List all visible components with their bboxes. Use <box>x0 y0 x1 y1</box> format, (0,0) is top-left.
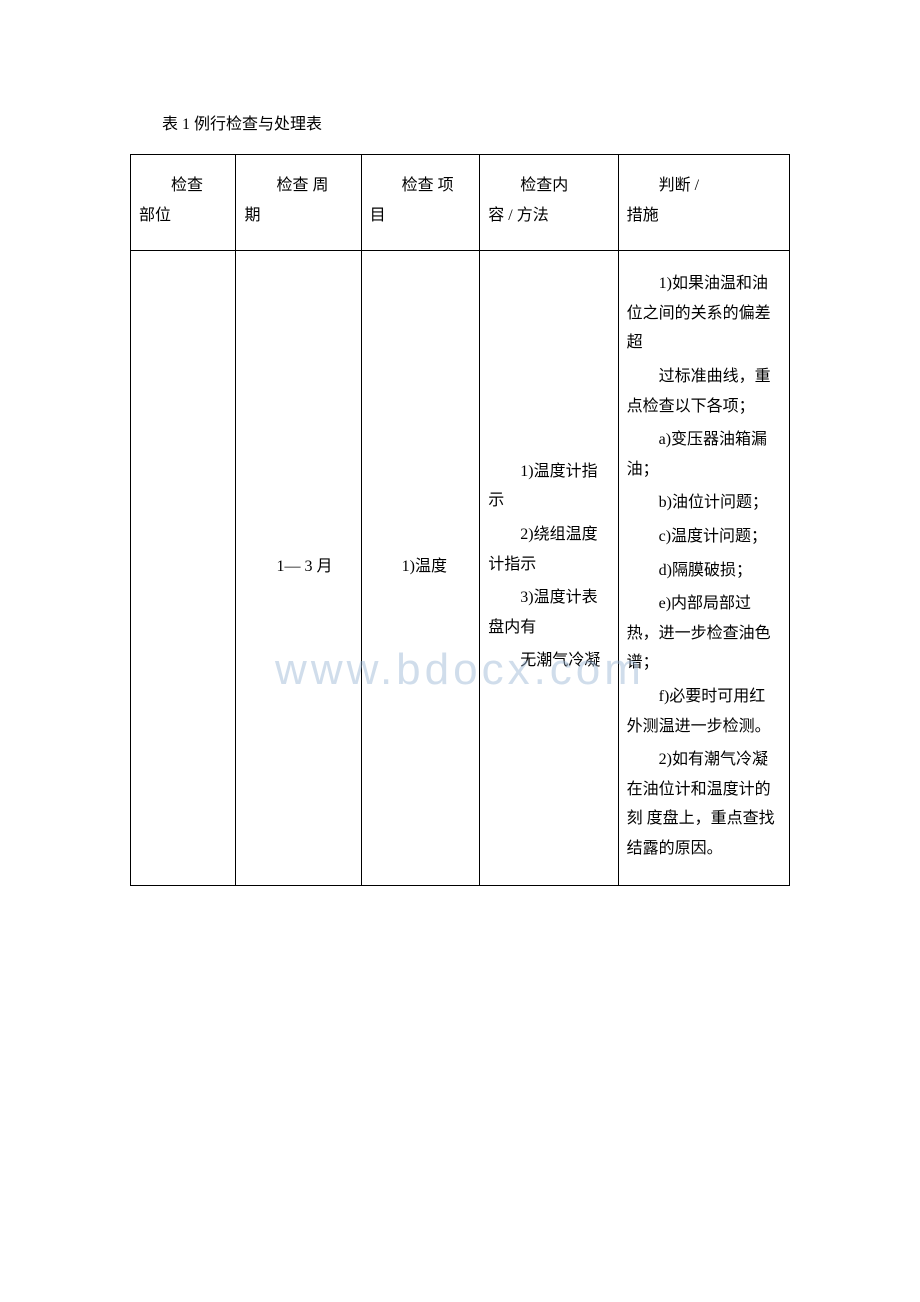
cell-text: 1)如果油温和油位之间的关系的偏差超 <box>627 269 781 358</box>
cell-text: 2)绕组温度计指示 <box>488 520 609 579</box>
cell-text: f)必要时可用红外测温进一步检测。 <box>627 682 781 741</box>
cell-text: 3)温度计表盘内有 <box>488 583 609 642</box>
header-text: 措施 <box>627 201 781 231</box>
cell-action: 1)如果油温和油位之间的关系的偏差超 过标准曲线，重点检查以下各项； a)变压器… <box>618 251 789 886</box>
table-row: 1— 3 月 1)温度 1)温度计指示 2)绕组温度计指示 3)温度计表盘内有 … <box>131 251 790 886</box>
cell-part <box>131 251 236 886</box>
cell-text: 1— 3 月 <box>244 552 352 582</box>
cell-text: e)内部局部过热，进一步检查油色谱； <box>627 589 781 678</box>
table-title: 表 1 例行检查与处理表 <box>130 110 790 134</box>
cell-text: b)油位计问题； <box>627 488 781 518</box>
header-text: 期 <box>244 201 352 231</box>
cell-text: 1)温度 <box>370 552 472 582</box>
header-item: 检查 项 目 <box>361 155 480 251</box>
header-content: 检查内 容 / 方法 <box>480 155 618 251</box>
header-part: 检查 部位 <box>131 155 236 251</box>
header-period: 检查 周 期 <box>236 155 361 251</box>
inspection-table: 检查 部位 检查 周 期 检查 项 目 检查内 容 / 方法 判断 / 措施 1… <box>130 154 790 886</box>
cell-text: 无潮气冷凝 <box>488 646 609 676</box>
header-text: 容 / 方法 <box>488 201 609 231</box>
header-text: 检查 周 <box>244 171 352 201</box>
header-text: 检查 项 <box>370 171 472 201</box>
header-text: 检查 <box>139 171 227 201</box>
cell-item: 1)温度 <box>361 251 480 886</box>
header-text: 检查内 <box>488 171 609 201</box>
header-action: 判断 / 措施 <box>618 155 789 251</box>
cell-period: 1— 3 月 <box>236 251 361 886</box>
table-header-row: 检查 部位 检查 周 期 检查 项 目 检查内 容 / 方法 判断 / 措施 <box>131 155 790 251</box>
header-text: 部位 <box>139 201 227 231</box>
cell-text: a)变压器油箱漏油； <box>627 425 781 484</box>
cell-text: 过标准曲线，重点检查以下各项； <box>627 362 781 421</box>
cell-text: 2)如有潮气冷凝在油位计和温度计的刻 度盘上，重点查找结露的原因。 <box>627 745 781 863</box>
cell-text: c)温度计问题； <box>627 522 781 552</box>
header-text: 目 <box>370 201 472 231</box>
header-text: 判断 / <box>627 171 781 201</box>
cell-text: d)隔膜破损； <box>627 556 781 586</box>
cell-method: 1)温度计指示 2)绕组温度计指示 3)温度计表盘内有 无潮气冷凝 <box>480 251 618 886</box>
cell-text: 1)温度计指示 <box>488 457 609 516</box>
